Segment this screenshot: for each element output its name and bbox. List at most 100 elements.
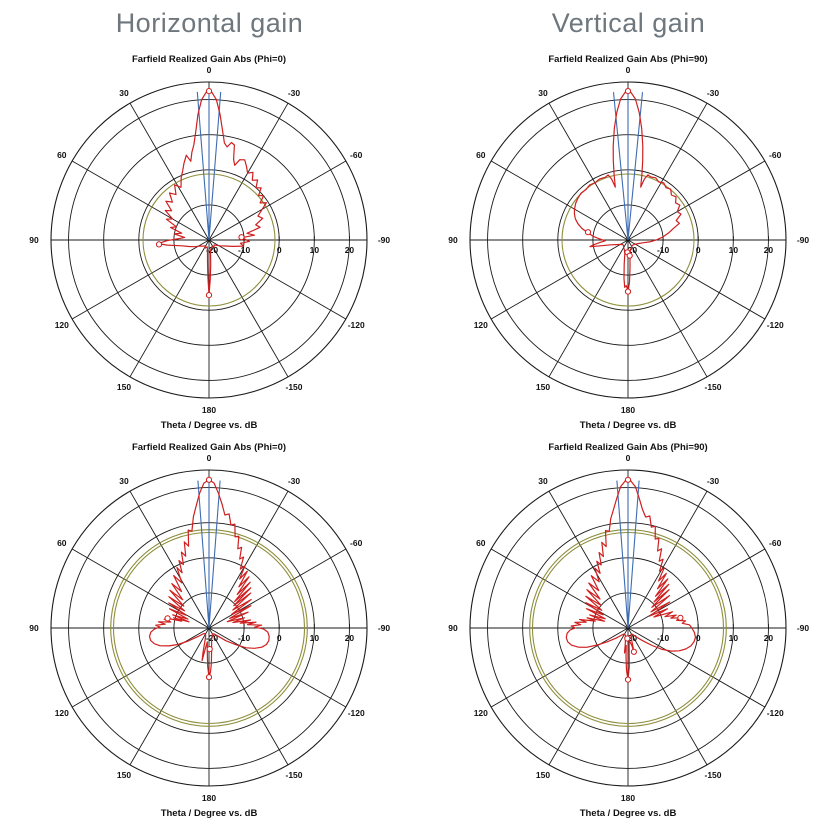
svg-text:-150: -150 (285, 770, 302, 780)
svg-text:20: 20 (764, 245, 774, 255)
svg-text:-20: -20 (206, 245, 219, 255)
svg-text:60: 60 (476, 150, 486, 160)
svg-text:-30: -30 (288, 476, 301, 486)
svg-text:150: 150 (536, 382, 550, 392)
header-horizontal-gain: Horizontal gain (115, 7, 304, 38)
plot-row-top: Farfield Realized Gain Abs (Phi=0) 0 30 60… (0, 46, 838, 434)
beamwidth-lines (616, 480, 640, 629)
svg-text:-30: -30 (288, 88, 301, 98)
svg-text:0: 0 (277, 633, 282, 643)
plot-axis-caption: Theta / Degree vs. dB (161, 420, 258, 431)
plot-axis-caption: Theta / Degree vs. dB (580, 420, 677, 431)
svg-text:-10: -10 (238, 245, 251, 255)
polar-chart-horizontal-bottom: Farfield Realized Gain Abs (Phi=0) 0 30 60… (29, 442, 390, 819)
svg-text:-10: -10 (657, 633, 670, 643)
angle-labels: 0 30 60 90 120 150 180 -150 -120 -90 -60 -30 (448, 453, 809, 803)
svg-text:0: 0 (626, 65, 631, 75)
svg-text:-20: -20 (625, 245, 638, 255)
svg-text:-30: -30 (707, 88, 720, 98)
svg-text:120: 120 (55, 708, 69, 718)
svg-text:-30: -30 (707, 476, 720, 486)
polar-grid (50, 81, 368, 399)
polar-chart-body: 0 30 60 90 120 150 180 -150 -120 -90 -60 -30 -10 0 10 2… (448, 65, 809, 415)
svg-text:90: 90 (29, 235, 39, 245)
pattern-markers (584, 88, 633, 295)
svg-text:0: 0 (207, 65, 212, 75)
svg-text:60: 60 (476, 538, 486, 548)
svg-text:150: 150 (117, 382, 131, 392)
svg-text:-10: -10 (238, 633, 251, 643)
svg-text:0: 0 (207, 453, 212, 463)
pattern-markers (624, 476, 684, 683)
svg-text:-60: -60 (769, 538, 782, 548)
svg-text:-60: -60 (769, 150, 782, 160)
angle-labels: 0 30 60 90 120 150 180 -150 -120 -90 -60 -30 (448, 65, 809, 415)
angle-labels: 0 30 60 90 120 150 180 -150 -120 -90 -60 -30 (29, 65, 390, 415)
svg-text:120: 120 (474, 708, 488, 718)
angle-labels: 0 30 60 90 120 150 180 -150 -120 -90 -60 -30 (29, 453, 390, 803)
svg-text:30: 30 (119, 88, 129, 98)
plot-axis-caption: Theta / Degree vs. dB (580, 808, 677, 819)
svg-text:10: 10 (310, 245, 320, 255)
svg-text:20: 20 (764, 633, 774, 643)
svg-text:60: 60 (57, 538, 67, 548)
svg-text:0: 0 (277, 245, 282, 255)
polar-chart-horizontal-top: Farfield Realized Gain Abs (Phi=0) 0 30 60… (29, 54, 390, 431)
radial-axis-labels: -10 0 10 20-20 (625, 633, 774, 643)
svg-text:90: 90 (29, 623, 39, 633)
svg-text:20: 20 (345, 245, 355, 255)
svg-text:60: 60 (57, 150, 67, 160)
svg-text:-150: -150 (704, 382, 721, 392)
svg-text:90: 90 (448, 623, 458, 633)
pattern-markers (155, 88, 245, 299)
polar-chart-body: 0 30 60 90 120 150 180 -150 -120 -90 -60 -30 -10 0 10 2… (448, 453, 809, 803)
svg-text:-120: -120 (348, 320, 365, 330)
svg-text:150: 150 (536, 770, 550, 780)
svg-text:150: 150 (117, 770, 131, 780)
polar-chart-vertical-bottom: Farfield Realized Gain Abs (Phi=90) 0 30 6… (448, 442, 809, 819)
svg-text:180: 180 (202, 793, 216, 803)
gain-pattern-curve (573, 90, 682, 292)
polar-chart-vertical-top: Farfield Realized Gain Abs (Phi=90) 0 30 6… (448, 54, 809, 431)
svg-text:-150: -150 (704, 770, 721, 780)
svg-text:-150: -150 (285, 382, 302, 392)
plot-title: Farfield Realized Gain Abs (Phi=90) (548, 442, 707, 453)
svg-text:-120: -120 (348, 708, 365, 718)
beamwidth-lines (196, 91, 222, 241)
svg-text:-90: -90 (797, 623, 810, 633)
beamwidth-lines (612, 91, 644, 241)
svg-text:0: 0 (696, 245, 701, 255)
svg-text:0: 0 (696, 633, 701, 643)
pattern-markers (164, 476, 213, 681)
svg-text:30: 30 (538, 476, 548, 486)
beamwidth-lines (197, 480, 221, 629)
svg-text:-120: -120 (767, 320, 784, 330)
svg-text:180: 180 (621, 405, 635, 415)
plot-vertical-bottom: Farfield Realized Gain Abs (Phi=90) 0 30 6… (419, 434, 838, 822)
svg-text:180: 180 (202, 405, 216, 415)
svg-text:10: 10 (310, 633, 320, 643)
svg-text:180: 180 (621, 793, 635, 803)
header-vertical-gain: Vertical gain (551, 7, 706, 38)
svg-text:20: 20 (345, 633, 355, 643)
gain-pattern-curve (565, 479, 697, 680)
svg-text:-10: -10 (657, 245, 670, 255)
svg-text:120: 120 (474, 320, 488, 330)
plot-title: Farfield Realized Gain Abs (Phi=0) (132, 54, 286, 65)
svg-text:30: 30 (119, 476, 129, 486)
svg-text:-60: -60 (350, 150, 363, 160)
gain-pattern-curve (157, 90, 267, 296)
plot-vertical-top: Farfield Realized Gain Abs (Phi=90) 0 30 6… (419, 46, 838, 434)
plot-axis-caption: Theta / Degree vs. dB (161, 808, 258, 819)
svg-text:-90: -90 (378, 235, 391, 245)
polar-chart-body: 0 30 60 90 120 150 180 -150 -120 -90 -60 -30 -10 0 10 2… (29, 65, 390, 415)
svg-text:-120: -120 (767, 708, 784, 718)
svg-text:10: 10 (729, 633, 739, 643)
polar-chart-body: 0 30 60 90 120 150 180 -150 -120 -90 -60 -30 -10 0 10 2… (29, 453, 390, 803)
svg-text:120: 120 (55, 320, 69, 330)
svg-text:30: 30 (538, 88, 548, 98)
svg-text:-90: -90 (797, 235, 810, 245)
svg-text:-90: -90 (378, 623, 391, 633)
plot-title: Farfield Realized Gain Abs (Phi=0) (132, 442, 286, 453)
